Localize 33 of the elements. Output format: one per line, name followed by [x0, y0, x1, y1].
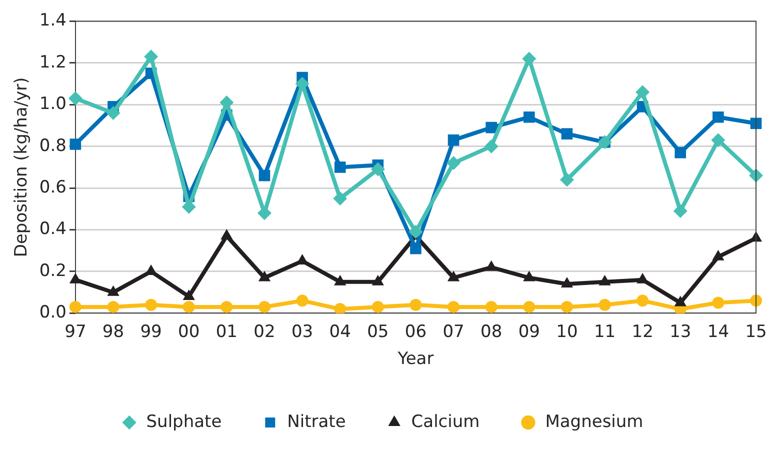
x-tick-label: 10 — [556, 322, 578, 342]
x-tick-label: 06 — [404, 322, 427, 342]
y-tick-label: 1.4 — [39, 10, 66, 31]
y-axis-title: Deposition (kg/ha/yr) — [12, 77, 32, 258]
y-tick-label: 0.0 — [39, 302, 66, 323]
x-tick-label: 97 — [64, 322, 86, 342]
y-tick-label: 0.4 — [39, 219, 66, 240]
x-tick-label: 12 — [632, 322, 654, 342]
x-tick-label: 05 — [367, 322, 389, 342]
x-tick-label: 02 — [254, 322, 276, 342]
y-tick-label: 0.2 — [39, 260, 66, 281]
x-tick-label: 03 — [291, 322, 314, 342]
x-axis-title: Year — [396, 349, 434, 370]
legend-label: Magnesium — [545, 412, 644, 432]
x-tick-label: 07 — [442, 322, 464, 342]
x-tick-label: 08 — [480, 322, 502, 342]
x-tick-label: 09 — [518, 322, 540, 342]
x-tick-label: 15 — [745, 322, 767, 342]
y-tick-label: 1.2 — [39, 52, 66, 72]
x-tick-label: 13 — [670, 322, 692, 342]
x-tick-label: 01 — [216, 322, 238, 342]
legend-label: Calcium — [411, 412, 480, 432]
x-tick-label: 98 — [102, 322, 124, 342]
x-tick-label: 04 — [329, 322, 351, 342]
x-tick-label: 00 — [178, 322, 200, 342]
x-tick-label: 11 — [594, 322, 616, 342]
x-tick-label: 14 — [707, 322, 730, 342]
legend-label: Nitrate — [287, 412, 346, 432]
y-tick-label: 1.0 — [39, 94, 66, 114]
legend-label: Sulphate — [146, 412, 222, 432]
y-tick-label: 0.6 — [39, 177, 66, 198]
y-tick-label: 0.8 — [39, 136, 66, 156]
x-tick-label: 99 — [140, 322, 162, 342]
